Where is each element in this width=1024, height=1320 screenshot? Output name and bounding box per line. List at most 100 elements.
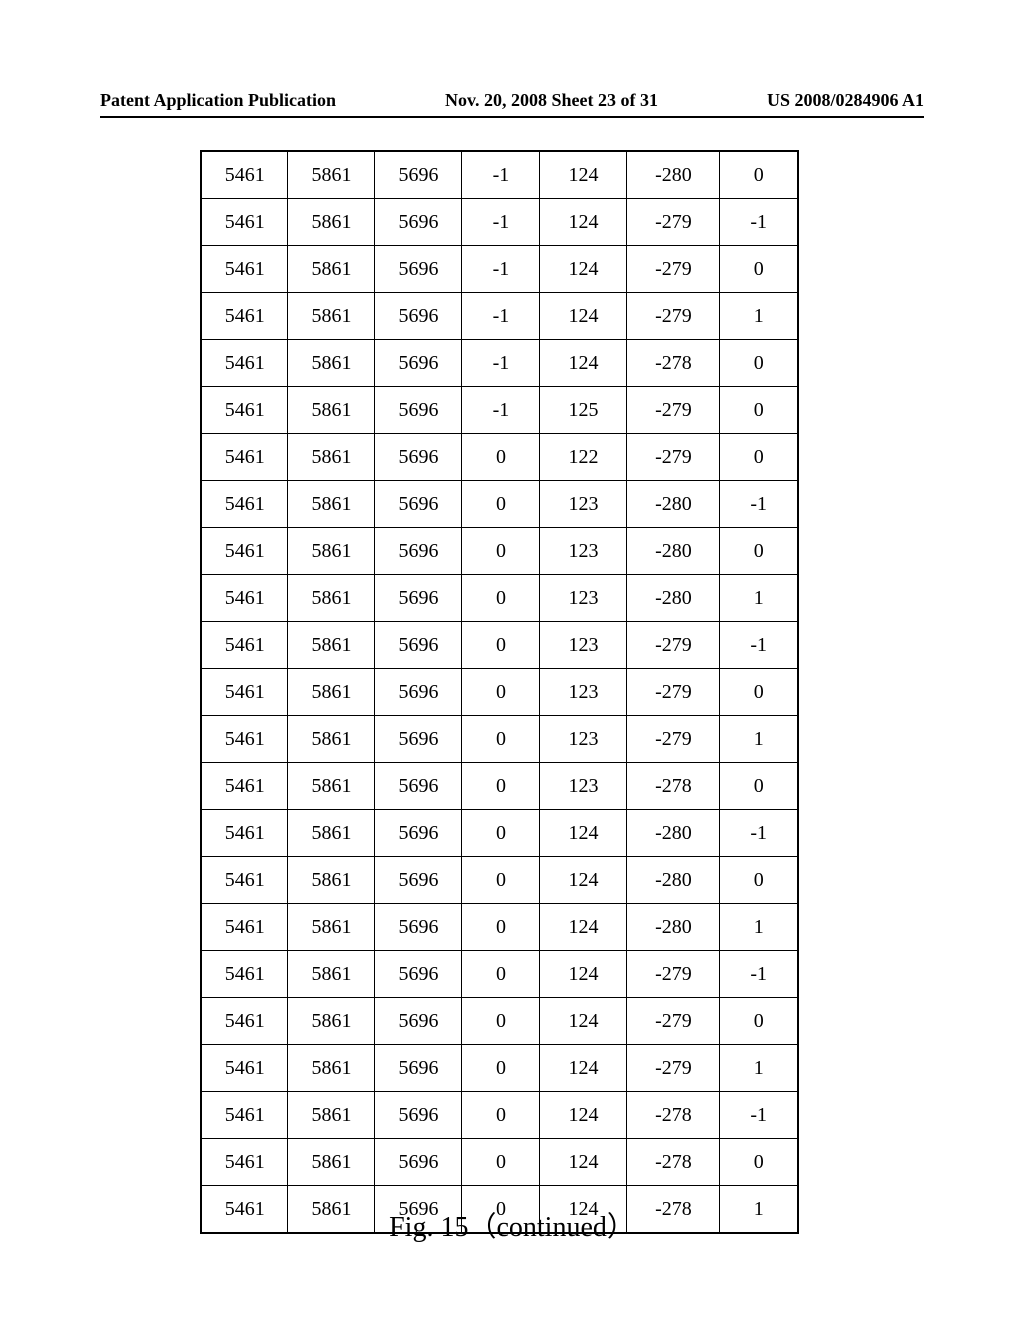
table-cell: 123 — [540, 716, 627, 763]
table-cell: -279 — [627, 998, 720, 1045]
table-cell: 5696 — [375, 481, 462, 528]
table-row: 5461586156960124-2801 — [201, 904, 798, 951]
table-cell: 5461 — [201, 434, 288, 481]
table-cell: -1 — [462, 293, 540, 340]
table-cell: -1 — [720, 481, 798, 528]
table-cell: 0 — [720, 151, 798, 199]
table-row: 5461586156960122-2790 — [201, 434, 798, 481]
table-cell: 5461 — [201, 1139, 288, 1186]
table-cell: 5461 — [201, 1045, 288, 1092]
page-header: Patent Application Publication Nov. 20, … — [100, 90, 924, 118]
table-cell: -1 — [720, 199, 798, 246]
table-cell: 5861 — [288, 387, 375, 434]
table-row: 5461586156960123-2780 — [201, 763, 798, 810]
header-left: Patent Application Publication — [100, 90, 336, 111]
table-cell: 5861 — [288, 481, 375, 528]
table-cell: 1 — [720, 575, 798, 622]
table-cell: 5461 — [201, 528, 288, 575]
table-cell: 5861 — [288, 951, 375, 998]
table-cell: 5861 — [288, 857, 375, 904]
table-cell: 124 — [540, 340, 627, 387]
table-cell: 5461 — [201, 857, 288, 904]
table-cell: -279 — [627, 434, 720, 481]
table-cell: 5461 — [201, 763, 288, 810]
table-cell: 5861 — [288, 434, 375, 481]
table-cell: 5696 — [375, 528, 462, 575]
table-cell: 0 — [462, 716, 540, 763]
table-cell: 5696 — [375, 1139, 462, 1186]
table-cell: 5696 — [375, 763, 462, 810]
table-cell: 5461 — [201, 575, 288, 622]
table-cell: 124 — [540, 1092, 627, 1139]
table-cell: 0 — [720, 387, 798, 434]
table-cell: 5861 — [288, 246, 375, 293]
table-cell: 5696 — [375, 340, 462, 387]
table-cell: 5696 — [375, 387, 462, 434]
table-cell: 5461 — [201, 481, 288, 528]
table-cell: -279 — [627, 387, 720, 434]
table-cell: 125 — [540, 387, 627, 434]
table-cell: 123 — [540, 528, 627, 575]
table-cell: 124 — [540, 199, 627, 246]
table-cell: 5696 — [375, 293, 462, 340]
table-cell: 5461 — [201, 151, 288, 199]
table-row: 5461586156960124-2790 — [201, 998, 798, 1045]
table-cell: 123 — [540, 669, 627, 716]
table-row: 5461586156960124-279-1 — [201, 951, 798, 998]
table-cell: 1 — [720, 1045, 798, 1092]
table-row: 546158615696-1124-2790 — [201, 246, 798, 293]
table-cell: 124 — [540, 1139, 627, 1186]
table-cell: 5861 — [288, 575, 375, 622]
table-cell: 0 — [462, 998, 540, 1045]
table-cell: -278 — [627, 1139, 720, 1186]
table-cell: 123 — [540, 575, 627, 622]
table-cell: -279 — [627, 1045, 720, 1092]
table-cell: -1 — [720, 810, 798, 857]
table-cell: 5696 — [375, 575, 462, 622]
patent-page: Patent Application Publication Nov. 20, … — [0, 0, 1024, 1320]
table-cell: 5696 — [375, 151, 462, 199]
table-row: 546158615696-1124-2780 — [201, 340, 798, 387]
table-cell: -280 — [627, 810, 720, 857]
table-cell: 5461 — [201, 387, 288, 434]
table-cell: 5461 — [201, 669, 288, 716]
table-cell: 124 — [540, 1045, 627, 1092]
table-cell: 5861 — [288, 1045, 375, 1092]
table-cell: 0 — [462, 622, 540, 669]
table-row: 5461586156960123-279-1 — [201, 622, 798, 669]
table-cell: 5461 — [201, 293, 288, 340]
table-cell: 5696 — [375, 622, 462, 669]
table-row: 5461586156960124-278-1 — [201, 1092, 798, 1139]
table-cell: -278 — [627, 340, 720, 387]
table-cell: -279 — [627, 951, 720, 998]
table-cell: 5861 — [288, 340, 375, 387]
table-cell: 0 — [462, 857, 540, 904]
table-row: 5461586156960124-2780 — [201, 1139, 798, 1186]
table-cell: 5861 — [288, 1092, 375, 1139]
table-cell: -280 — [627, 575, 720, 622]
table-body: 546158615696-1124-2800546158615696-1124-… — [201, 151, 798, 1233]
table-cell: 0 — [462, 434, 540, 481]
table-cell: 5861 — [288, 998, 375, 1045]
table-cell: -280 — [627, 481, 720, 528]
table-cell: 5696 — [375, 434, 462, 481]
table-cell: 5696 — [375, 810, 462, 857]
table-cell: 0 — [720, 763, 798, 810]
table-cell: -1 — [462, 151, 540, 199]
table-cell: 5861 — [288, 199, 375, 246]
figure-caption: Fig. 15（continued） — [0, 1205, 1024, 1245]
table-cell: 0 — [462, 810, 540, 857]
table-cell: 124 — [540, 904, 627, 951]
table-cell: 5461 — [201, 951, 288, 998]
table-cell: -1 — [462, 340, 540, 387]
table-cell: 5461 — [201, 998, 288, 1045]
table-cell: 5861 — [288, 622, 375, 669]
table-cell: -279 — [627, 246, 720, 293]
table-cell: 5461 — [201, 810, 288, 857]
table-cell: 1 — [720, 293, 798, 340]
table-cell: 0 — [720, 669, 798, 716]
data-table: 546158615696-1124-2800546158615696-1124-… — [200, 150, 799, 1234]
table-cell: 124 — [540, 151, 627, 199]
table-cell: -1 — [462, 387, 540, 434]
table-cell: -280 — [627, 528, 720, 575]
